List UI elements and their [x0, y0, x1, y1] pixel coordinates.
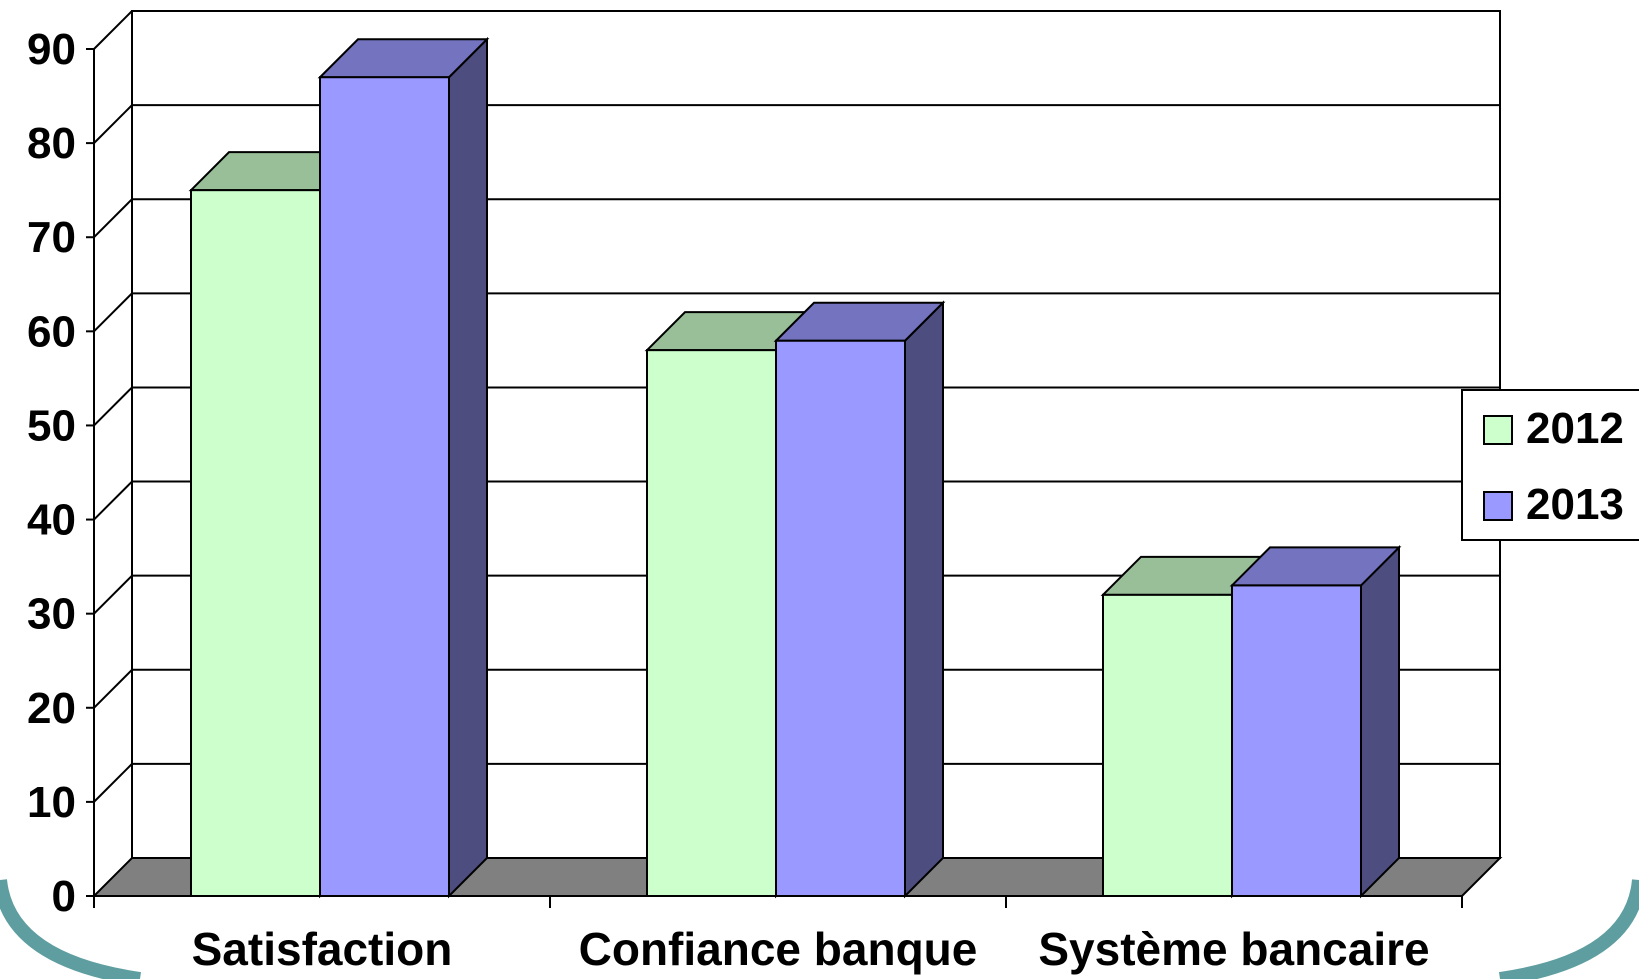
y-tick-label: 10 [27, 778, 76, 827]
y-tick-labels: 0 10 20 30 40 50 60 70 80 90 [27, 25, 76, 921]
x-category-label: Système bancaire [1038, 923, 1429, 975]
gridline-diagonal [94, 105, 132, 143]
y-tick-label: 20 [27, 684, 76, 733]
bar-2013-0 [320, 39, 487, 896]
decor-arc-right [1500, 880, 1639, 979]
x-category-label: Confiance banque [579, 923, 978, 975]
legend-label-2012: 2012 [1526, 404, 1624, 453]
gridline-diagonal [94, 199, 132, 237]
bar-front [776, 341, 905, 896]
gridline-diagonal [94, 11, 132, 49]
bar-front [647, 350, 776, 896]
gridline-diagonal [94, 764, 132, 802]
legend-swatch-2012 [1484, 416, 1512, 444]
x-category-labels: Satisfaction Confiance banque Système banc… [192, 923, 1430, 975]
y-tick-label: 80 [27, 119, 76, 168]
bar-front [191, 190, 320, 896]
legend: 2012 2013 [1462, 390, 1639, 540]
bar-side [449, 39, 487, 896]
y-tick-label: 40 [27, 496, 76, 545]
gridline-diagonal [94, 576, 132, 614]
y-tick-label: 0 [52, 872, 76, 921]
bar-side [1361, 547, 1399, 896]
y-tick-label: 70 [27, 213, 76, 262]
legend-swatch-2013 [1484, 492, 1512, 520]
bar-front [1232, 585, 1361, 896]
y-tick-label: 50 [27, 401, 76, 450]
legend-label-2013: 2013 [1526, 480, 1624, 529]
gridline-diagonal [94, 482, 132, 520]
gridline-diagonal [94, 387, 132, 425]
bar-front [1103, 595, 1232, 896]
bar-2013-2 [1232, 547, 1399, 896]
gridline-diagonal [94, 670, 132, 708]
bar-side [905, 303, 943, 896]
bar-2013-1 [776, 303, 943, 896]
x-category-label: Satisfaction [192, 923, 453, 975]
bar-front [320, 77, 449, 896]
y-tick-label: 60 [27, 307, 76, 356]
y-tick-label: 30 [27, 590, 76, 639]
gridline-diagonal [94, 293, 132, 331]
y-tick-label: 90 [27, 25, 76, 74]
